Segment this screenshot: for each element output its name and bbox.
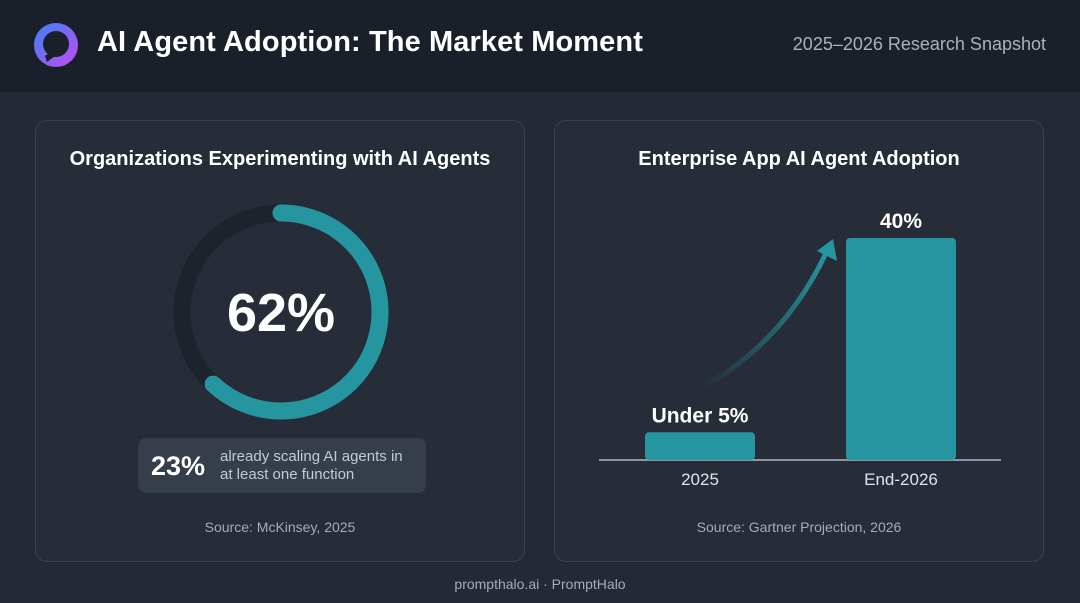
donut-chart: 62%	[173, 204, 389, 420]
bar-end-2026	[846, 238, 956, 460]
footer-credit: prompthalo.ai · PromptHalo	[454, 576, 626, 592]
header-bar: AI Agent Adoption: The Market Moment 202…	[0, 0, 1080, 92]
chart-title: Organizations Experimenting with AI Agen…	[69, 148, 491, 170]
source-note: Source: Gartner Projection, 2026	[696, 519, 902, 535]
bar-2025	[645, 432, 755, 460]
page-subtitle: 2025–2026 Research Snapshot	[792, 34, 1046, 54]
tick-label: 2025	[681, 470, 719, 489]
tick-label: End-2026	[864, 470, 938, 489]
page-title: AI Agent Adoption: The Market Moment	[97, 26, 643, 58]
donut-value-label: 62%	[227, 283, 335, 343]
donut-arc	[173, 204, 389, 420]
bar-data-label: Under 5%	[652, 404, 749, 427]
arrow-head-icon	[817, 239, 837, 261]
source-note: Source: McKinsey, 2025	[204, 519, 356, 535]
bar-chart: 2025 End-2026 Under 5% 40%	[599, 210, 1001, 489]
halo-ring-icon	[34, 23, 78, 67]
callout-value: 23%	[151, 451, 206, 481]
callout-box: 23% already scaling AI agents in at leas…	[138, 438, 426, 493]
callout-text: already scaling AI agents in at least on…	[220, 448, 403, 483]
bar-data-label: 40%	[880, 210, 922, 233]
card-enterprise-adoption: Enterprise App AI Agent Adoption 2025 En…	[554, 120, 1044, 562]
growth-arrow	[701, 249, 830, 390]
chart-title: Enterprise App AI Agent Adoption	[638, 148, 960, 170]
card-organizations-experimenting: Organizations Experimenting with AI Agen…	[35, 120, 525, 562]
